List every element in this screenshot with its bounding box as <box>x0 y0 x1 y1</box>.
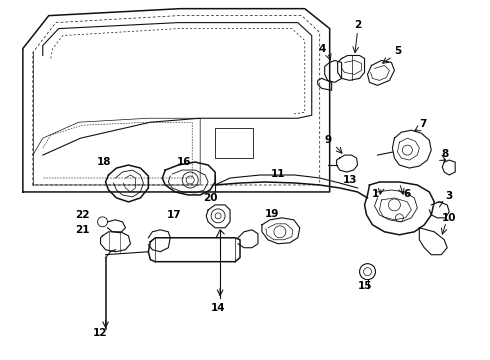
Text: 6: 6 <box>404 189 411 199</box>
Text: 13: 13 <box>343 175 357 185</box>
Text: 3: 3 <box>445 191 453 201</box>
Text: 8: 8 <box>441 149 449 159</box>
Text: 1: 1 <box>372 189 379 199</box>
Text: 21: 21 <box>75 225 90 235</box>
Bar <box>215 128 253 158</box>
Text: 17: 17 <box>167 210 182 220</box>
Text: 19: 19 <box>265 209 279 219</box>
Text: 7: 7 <box>419 119 427 129</box>
Text: 22: 22 <box>75 210 90 220</box>
Text: 5: 5 <box>394 45 401 55</box>
Text: 18: 18 <box>98 157 112 167</box>
Text: 14: 14 <box>211 302 225 312</box>
Text: 15: 15 <box>358 280 373 291</box>
Text: 10: 10 <box>442 213 457 223</box>
Text: 12: 12 <box>93 328 108 338</box>
Text: 20: 20 <box>203 193 218 203</box>
Text: 4: 4 <box>318 44 325 54</box>
Text: 16: 16 <box>177 157 192 167</box>
Text: 2: 2 <box>354 19 361 30</box>
Text: 9: 9 <box>324 135 331 145</box>
Text: 11: 11 <box>270 169 285 179</box>
